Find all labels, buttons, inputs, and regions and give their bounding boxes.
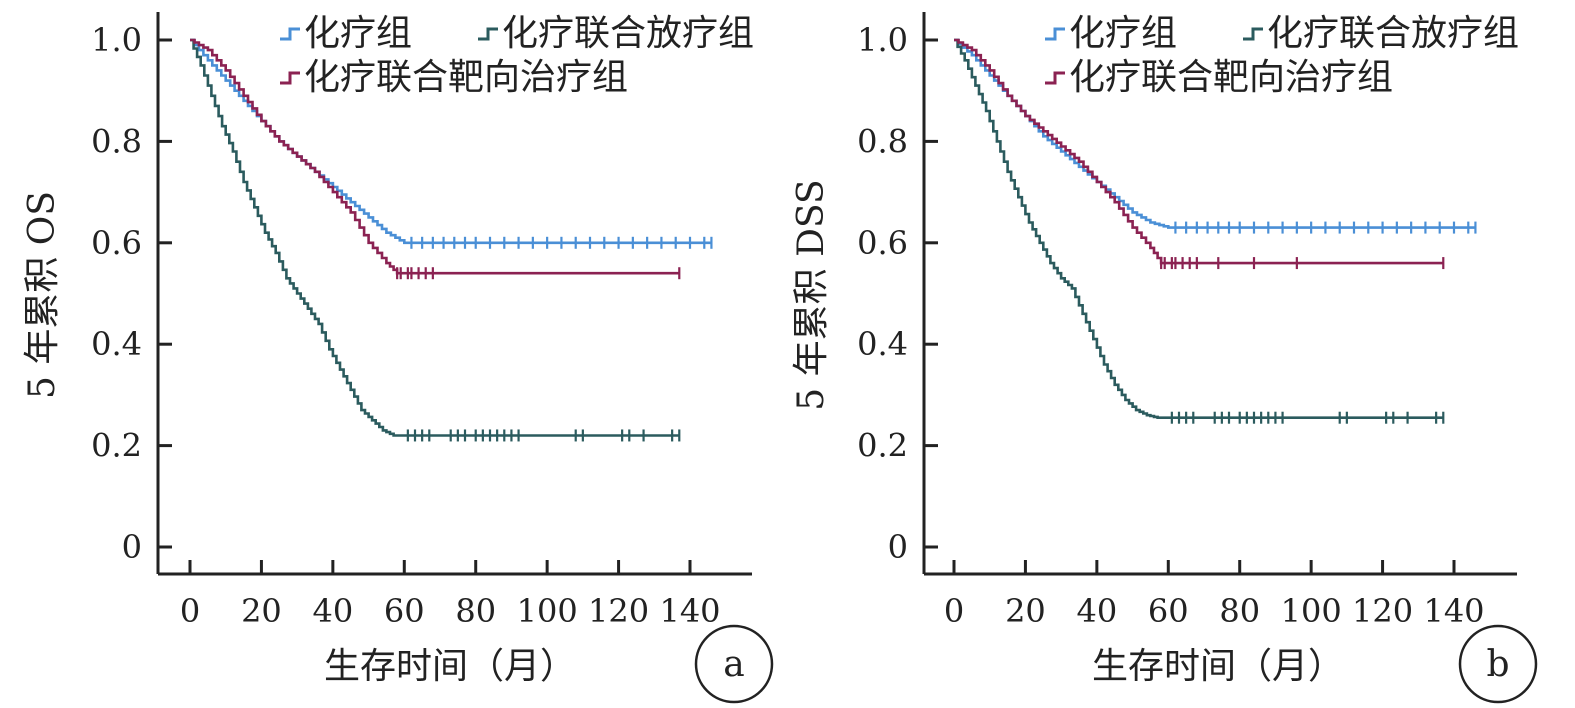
x-tick-label: 0: [180, 592, 200, 630]
x-tick-label: 60: [1148, 592, 1189, 630]
legend-swatch: [1045, 71, 1065, 85]
y-tick-label: 1.0: [91, 21, 142, 59]
x-axis-label: 生存时间（月）: [324, 646, 576, 687]
x-tick-label: 40: [1076, 592, 1117, 630]
legend-label: 化疗联合靶向治疗组: [1069, 57, 1393, 98]
legend-item-2: 化疗联合放疗组: [1243, 13, 1519, 54]
y-tick-label: 0.6: [857, 224, 908, 262]
x-axis-label: 生存时间（月）: [1092, 646, 1344, 687]
legend-label: 化疗联合放疗组: [1267, 13, 1519, 54]
series-line-3: [954, 38, 1444, 265]
chart-panel-a: 0 0.2 0.4 0.6 0.8 1.0 0 20 40 60 80 100 120 140 5 年累积 …: [22, 12, 774, 704]
series-line-3: [190, 38, 680, 275]
y-tick-label: 0.8: [857, 122, 908, 160]
legend-label: 化疗联合靶向治疗组: [304, 57, 628, 98]
panel-letter-circle: [1458, 624, 1538, 704]
legend-label: 化疗联合放疗组: [502, 13, 754, 54]
y-axis-label: 5 年累积 OS: [22, 191, 63, 399]
x-tick-label: 60: [384, 592, 425, 630]
legend-swatch: [1045, 27, 1065, 41]
legend-swatch: [280, 71, 300, 85]
panel-letter: b: [1486, 644, 1509, 685]
legend-item-3: 化疗联合靶向治疗组: [1045, 57, 1393, 98]
legend-swatch: [280, 27, 300, 41]
y-tick-label: 0.8: [91, 122, 142, 160]
panel-letter: a: [723, 644, 744, 685]
y-tick-label: 0.4: [91, 325, 142, 363]
legend-item-1: 化疗组: [280, 13, 412, 54]
legend-item-3: 化疗联合靶向治疗组: [280, 57, 628, 98]
x-tick-label: 80: [455, 592, 496, 630]
legend-item-2: 化疗联合放疗组: [478, 13, 754, 54]
x-tick-label: 20: [241, 592, 282, 630]
legend-item-1: 化疗组: [1045, 13, 1177, 54]
x-tick-label: 120: [1352, 592, 1413, 630]
x-tick-label: 0: [944, 592, 964, 630]
y-tick-label: 0.6: [91, 224, 142, 262]
series-line-2: [190, 38, 680, 437]
x-tick-label: 80: [1219, 592, 1260, 630]
y-tick-label: 0.2: [91, 427, 142, 465]
chart-panel-b: 0 0.2 0.4 0.6 0.8 1.0 0 20 40 60 80 100 120 140 5 年累积 …: [791, 12, 1538, 704]
x-tick-label: 100: [517, 592, 578, 630]
y-tick-label: 0: [888, 528, 908, 566]
legend-label: 化疗组: [1069, 13, 1177, 54]
x-tick-label: 100: [1281, 592, 1342, 630]
x-tick-label: 140: [1423, 592, 1484, 630]
y-axis-label: 5 年累积 DSS: [791, 179, 832, 410]
series-line-1: [190, 38, 712, 245]
legend-swatch: [478, 27, 498, 41]
y-tick-label: 0: [122, 528, 142, 566]
x-tick-label: 20: [1005, 592, 1046, 630]
y-tick-label: 0.2: [857, 427, 908, 465]
x-tick-label: 120: [588, 592, 649, 630]
x-tick-label: 140: [659, 592, 720, 630]
x-tick-label: 40: [312, 592, 353, 630]
series-line-2: [954, 38, 1444, 419]
y-tick-label: 1.0: [857, 21, 908, 59]
y-tick-label: 0.4: [857, 325, 908, 363]
panel-letter-circle: [694, 624, 774, 704]
legend-swatch: [1243, 27, 1263, 41]
legend-label: 化疗组: [304, 13, 412, 54]
